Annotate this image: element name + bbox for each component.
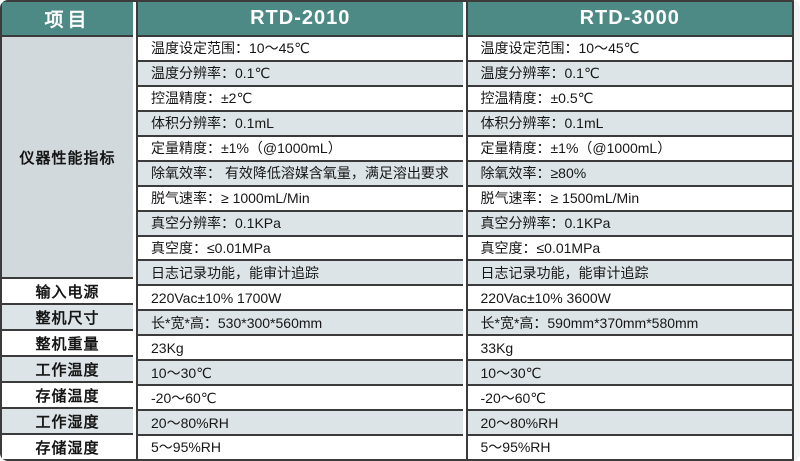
rtd2010-temp-resolution: 温度分辨率：0.1℃ (138, 61, 463, 87)
rtd2010-temp-range: 温度设定范围：10～45℃ (138, 37, 463, 62)
rtd3000-dosing-accuracy: 定量精度：±1%（@1000mL） (467, 136, 792, 162)
rtd3000-temp-range: 温度设定范围：10～45℃ (467, 37, 792, 62)
rtd2010-storage-temp: -20～60℃ (138, 386, 463, 412)
rtd3000-temp-accuracy: 控温精度：±0.5℃ (467, 86, 792, 112)
rtd2010-logging: 日志记录功能，能审计追踪 (138, 261, 463, 287)
performance-group-cell: 仪器性能指标 (2, 37, 133, 279)
rtd2010-working-humidity: 20～80%RH (138, 411, 463, 436)
row-label-dimensions: 整机尺寸 (2, 305, 133, 331)
rtd2010-vacuum-resolution: 真空分辨率：0.1KPa (138, 211, 463, 237)
rtd2010-dosing-accuracy: 定量精度：±1%（@1000mL） (138, 136, 463, 162)
items-column: 项目 仪器性能指标 输入电源 整机尺寸 整机重量 工作温度 存储温度 工作湿度 … (2, 2, 133, 459)
rtd3000-storage-humidity: 5～95%RH (467, 436, 792, 459)
rtd2010-storage-humidity: 5～95%RH (138, 436, 463, 459)
rtd-3000-header: RTD-3000 (467, 2, 792, 37)
rtd3000-working-temp: 10～30℃ (467, 361, 792, 387)
rtd3000-weight: 33Kg (467, 336, 792, 362)
rtd3000-working-humidity: 20～80%RH (467, 411, 792, 436)
rtd3000-logging: 日志记录功能，能审计追踪 (467, 261, 792, 287)
row-label-input-power: 输入电源 (2, 279, 133, 305)
rtd3000-degas-rate: 脱气速率：≥ 1500mL/Min (467, 186, 792, 212)
rtd2010-input-power: 220Vac±10% 1700W (138, 286, 463, 312)
rtd2010-vacuum-degree: 真空度：≤0.01MPa (138, 236, 463, 262)
row-label-storage-temp: 存储温度 (2, 383, 133, 409)
rtd2010-volume-resolution: 体积分辨率：0.1mL (138, 111, 463, 137)
rtd-3000-column: RTD-3000 温度设定范围：10～45℃ 温度分辨率：0.1℃ 控温精度：±… (465, 2, 792, 459)
row-label-storage-humidity: 存储湿度 (2, 435, 133, 459)
rtd3000-temp-resolution: 温度分辨率：0.1℃ (467, 61, 792, 87)
rtd3000-deoxygen-efficiency: 除氧效率：≥80% (467, 161, 792, 187)
rtd-2010-column: RTD-2010 温度设定范围：10～45℃ 温度分辨率：0.1℃ 控温精度：±… (136, 2, 463, 459)
rtd2010-deoxygen-efficiency: 除氧效率： 有效降低溶媒含氧量，满足溶出要求 (138, 161, 463, 187)
rtd2010-dimensions: 长*宽*高：530*300*560mm (138, 311, 463, 337)
rtd3000-vacuum-degree: 真空度：≤0.01MPa (467, 236, 792, 262)
rtd3000-storage-temp: -20～60℃ (467, 386, 792, 412)
row-label-working-temp: 工作温度 (2, 357, 133, 383)
rtd2010-temp-accuracy: 控温精度：±2℃ (138, 86, 463, 112)
row-label-working-humidity: 工作湿度 (2, 409, 133, 435)
rtd2010-weight: 23Kg (138, 336, 463, 362)
row-label-weight: 整机重量 (2, 331, 133, 357)
rtd3000-input-power: 220Vac±10% 3600W (467, 286, 792, 312)
items-column-header: 项目 (2, 2, 133, 37)
rtd2010-degas-rate: 脱气速率：≥ 1000mL/Min (138, 186, 463, 212)
rtd3000-dimensions: 长*宽*高：590mm*370mm*580mm (467, 311, 792, 337)
rtd3000-volume-resolution: 体积分辨率：0.1mL (467, 111, 792, 137)
rtd2010-working-temp: 10～30℃ (138, 361, 463, 387)
rtd3000-vacuum-resolution: 真空分辨率：0.1KPa (467, 211, 792, 237)
rtd-2010-header: RTD-2010 (138, 2, 463, 37)
